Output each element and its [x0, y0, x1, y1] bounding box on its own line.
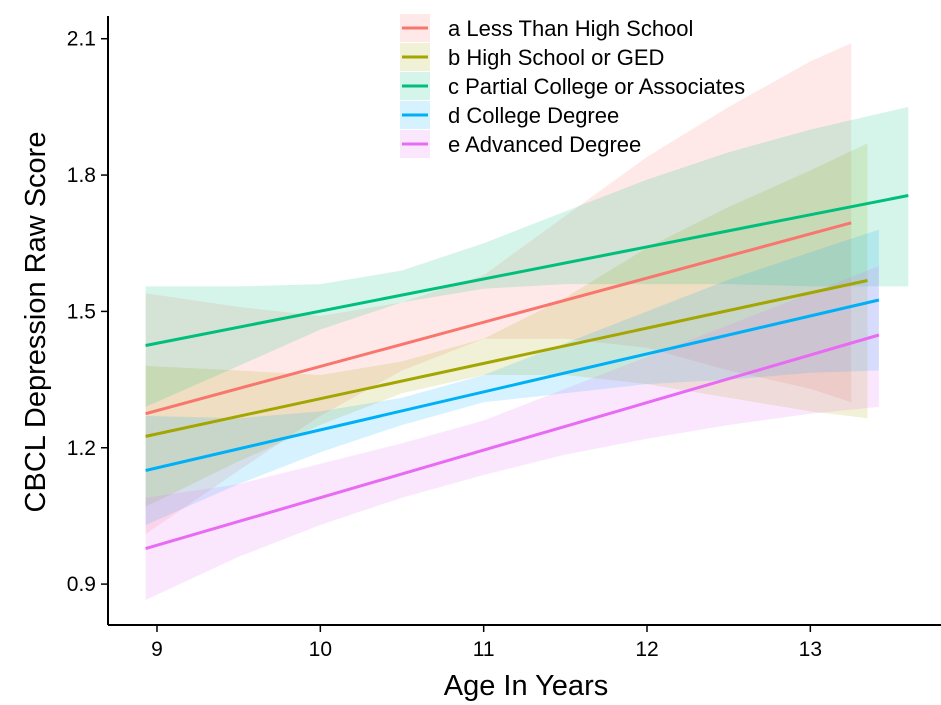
legend-label-b: b High School or GED	[448, 45, 664, 70]
y-tick-label: 2.1	[67, 28, 96, 51]
legend: a Less Than High School b High School or …	[400, 14, 745, 158]
ci-ribbon-e	[145, 266, 879, 600]
legend-label-e: e Advanced Degree	[448, 132, 641, 157]
ci-ribbon-b	[145, 143, 868, 507]
ci-ribbon-d	[145, 229, 879, 525]
series-line-d	[145, 298, 880, 472]
x-tick-label: 13	[799, 638, 822, 661]
x-tick-label: 10	[309, 638, 332, 661]
series-line-a	[145, 221, 852, 416]
legend-label-c: c Partial College or Associates	[448, 74, 745, 99]
x-axis-title: Age In Years	[444, 670, 608, 702]
x-tick-label: 11	[473, 638, 495, 661]
series-line-c	[145, 194, 909, 347]
y-tick-label: 1.2	[67, 437, 96, 460]
y-tick-label: 1.8	[67, 164, 96, 187]
axes: 9 10 11 12 13 0.9 1.2 1.5 1.8 2.1	[67, 16, 941, 661]
y-tick-label: 0.9	[67, 573, 96, 596]
series-lines	[145, 194, 909, 551]
series-line-b	[145, 279, 868, 438]
ci-ribbon-c	[145, 106, 909, 407]
x-tick-label: 9	[151, 638, 163, 661]
x-tick-label: 12	[635, 638, 658, 661]
legend-label-d: d College Degree	[448, 103, 619, 128]
confidence-ribbons	[145, 43, 909, 600]
legend-label-a: a Less Than High School	[448, 16, 693, 41]
series-line-e	[145, 333, 880, 551]
y-axis-title: CBCL Depression Raw Score	[20, 132, 52, 513]
ci-ribbon-a	[145, 43, 852, 535]
y-tick-label: 1.5	[67, 300, 96, 323]
